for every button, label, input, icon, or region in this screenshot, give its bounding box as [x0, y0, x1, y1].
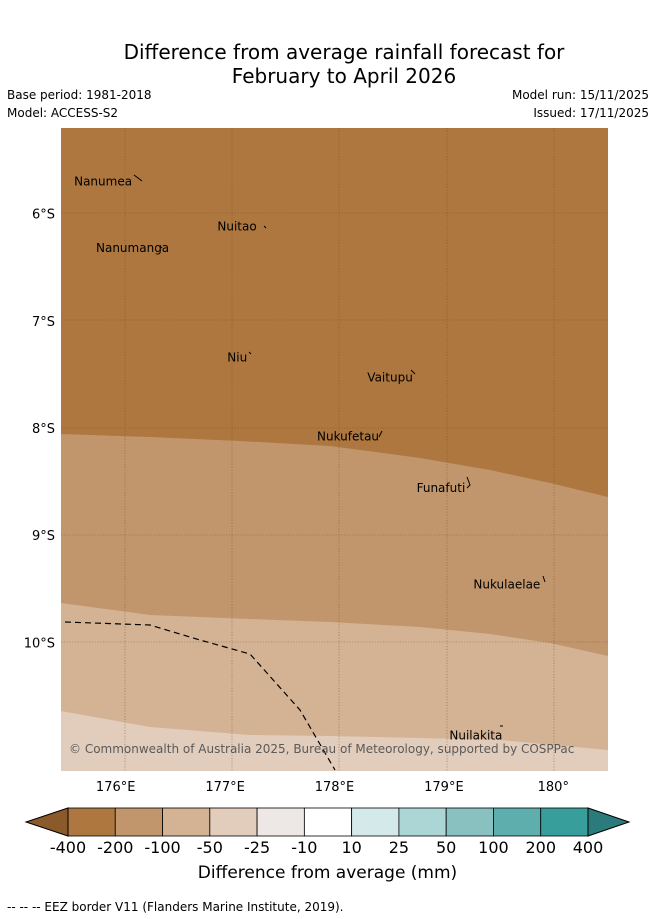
zone-slightly-dry	[61, 711, 608, 771]
colorbar-block-6	[351, 807, 400, 837]
rainfall-map: © Commonwealth of Australia 2025, Bureau…	[24, 128, 608, 795]
place-label-nuilakita: Nuilakita	[449, 729, 502, 743]
place-label-niu: Niu	[227, 350, 247, 364]
colorbar-tick-label: -50	[197, 838, 223, 857]
colorbar-tick-label: -10	[291, 838, 317, 857]
colorbar-tick-label: -200	[97, 838, 133, 857]
colorbar-tick-label: 100	[478, 838, 509, 857]
place-label-vaitupu: Vaitupu	[367, 371, 413, 385]
issued-date: Issued: 17/11/2025	[533, 106, 649, 120]
colorbar-block-3	[209, 807, 258, 837]
colorbar-tick-label: 25	[389, 838, 409, 857]
colorbar-tick-label: 10	[341, 838, 361, 857]
colorbar-tick-label: -100	[144, 838, 180, 857]
colorbar-block-0	[67, 807, 116, 837]
lon-tick-label: 178°E	[315, 780, 355, 795]
lon-tick-label: 177°E	[205, 780, 245, 795]
lat-tick-label: 9°S	[32, 529, 55, 544]
eez-border	[64, 621, 336, 771]
title-line-2: February to April 2026	[231, 64, 457, 88]
zone-moderately-dry	[61, 603, 608, 771]
lat-tick-label: 6°S	[32, 208, 55, 223]
colorbar-block-1	[114, 807, 163, 837]
lat-tick-label: 8°S	[32, 422, 55, 437]
colorbar-block-2	[162, 807, 211, 837]
colorbar-block-4	[256, 807, 305, 837]
colorbar-tick-label: -400	[50, 838, 86, 857]
longitude-axis: 176°E 177°E 178°E 179°E 180°	[96, 780, 569, 795]
colorbar-tick-label: 200	[525, 838, 556, 857]
lon-tick-label: 179°E	[424, 780, 464, 795]
place-label-funafuti: Funafuti	[417, 481, 466, 495]
model-name: Model: ACCESS-S2	[7, 106, 119, 120]
colorbar-extend-low	[24, 807, 69, 837]
colorbar-block-10	[540, 807, 589, 837]
copyright-notice: © Commonwealth of Australia 2025, Bureau…	[69, 742, 574, 756]
latitude-axis: 6°S 7°S 8°S 9°S 10°S	[24, 208, 55, 652]
model-run: Model run: 15/11/2025	[511, 88, 649, 102]
colorbar-block-8	[445, 807, 494, 837]
colorbar-block-9	[493, 807, 542, 837]
grid-lines	[61, 128, 608, 771]
place-label-nukufetau: Nukufetau	[317, 430, 379, 444]
island-outlines	[133, 174, 546, 727]
colorbar-extend-high	[587, 807, 631, 837]
map-title: Difference from average rainfall forecas…	[0, 40, 655, 88]
lat-tick-label: 7°S	[32, 315, 55, 330]
title-line-1: Difference from average rainfall forecas…	[123, 40, 565, 64]
place-label-nanumea: Nanumea	[74, 175, 132, 189]
place-labels: Nanumea Nuitao Nanumanga Niu Vaitupu Nukufeta…	[74, 175, 540, 743]
lon-tick-label: 180°	[538, 780, 569, 795]
lon-tick-label: 176°E	[96, 780, 136, 795]
colorbar-block-7	[398, 807, 447, 837]
colorbar-tick-labels: -400 -200 -100 -50 -25 -10 10 25 50 100 200 400	[50, 838, 603, 857]
lat-tick-label: 10°S	[24, 636, 55, 651]
place-label-nukulaelae: Nukulaelae	[473, 578, 540, 592]
colorbar-block-5	[303, 807, 353, 837]
colorbar-tick-label: 400	[573, 838, 604, 857]
place-label-nuitao: Nuitao	[217, 220, 256, 234]
colorbar-blocks	[67, 807, 589, 837]
colorbar-label: Difference from average (mm)	[197, 863, 458, 883]
eez-footnote: -- -- -- EEZ border V11 (Flanders Marine…	[7, 900, 344, 914]
base-period: Base period: 1981-2018	[7, 88, 152, 102]
colorbar-tick-label: -25	[244, 838, 270, 857]
place-label-nanumanga: Nanumanga	[96, 241, 169, 255]
colorbar-tick-label: 50	[436, 838, 456, 857]
